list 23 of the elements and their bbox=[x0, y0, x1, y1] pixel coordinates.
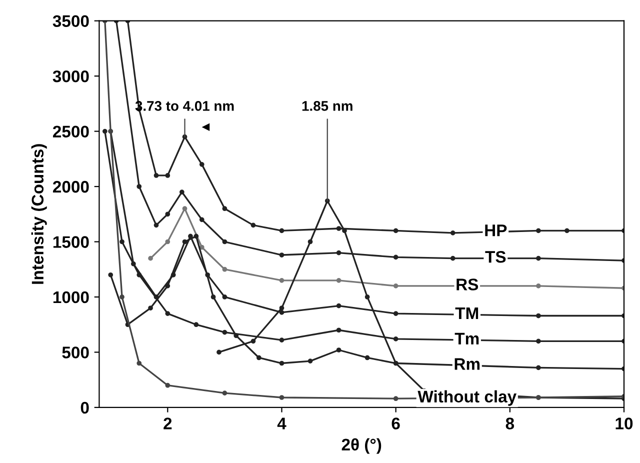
y-tick-label: 1500 bbox=[53, 236, 89, 248]
series-label: TM bbox=[455, 308, 478, 319]
y-tick-label: 1000 bbox=[53, 291, 89, 304]
annotation: 1.85 nm bbox=[302, 101, 352, 111]
y-tick-label: 2000 bbox=[52, 180, 89, 193]
y-tick-label: 3500 bbox=[52, 15, 89, 28]
y-tick-label: 3000 bbox=[52, 70, 89, 82]
series-label: TS bbox=[485, 250, 506, 263]
series-label: Tm bbox=[454, 332, 479, 344]
y-axis-title: Intensity (Counts) bbox=[31, 144, 47, 284]
x-tick-label: 4 bbox=[277, 418, 286, 430]
series-label: Without clay bbox=[418, 390, 517, 406]
series-label: HP bbox=[485, 224, 507, 236]
x-axis-title: 2θ (°) bbox=[342, 438, 382, 454]
x-tick-label: 6 bbox=[392, 418, 400, 430]
series-label: Rm bbox=[454, 358, 480, 370]
y-tick-label: 0 bbox=[80, 402, 89, 414]
x-tick-label: 8 bbox=[506, 418, 514, 430]
y-tick-label: 500 bbox=[62, 346, 89, 358]
y-tick-label: 2500 bbox=[52, 126, 89, 138]
x-tick-label: 10 bbox=[616, 418, 633, 430]
series-label: RS bbox=[456, 278, 478, 290]
x-tick-label: 2 bbox=[164, 418, 172, 430]
